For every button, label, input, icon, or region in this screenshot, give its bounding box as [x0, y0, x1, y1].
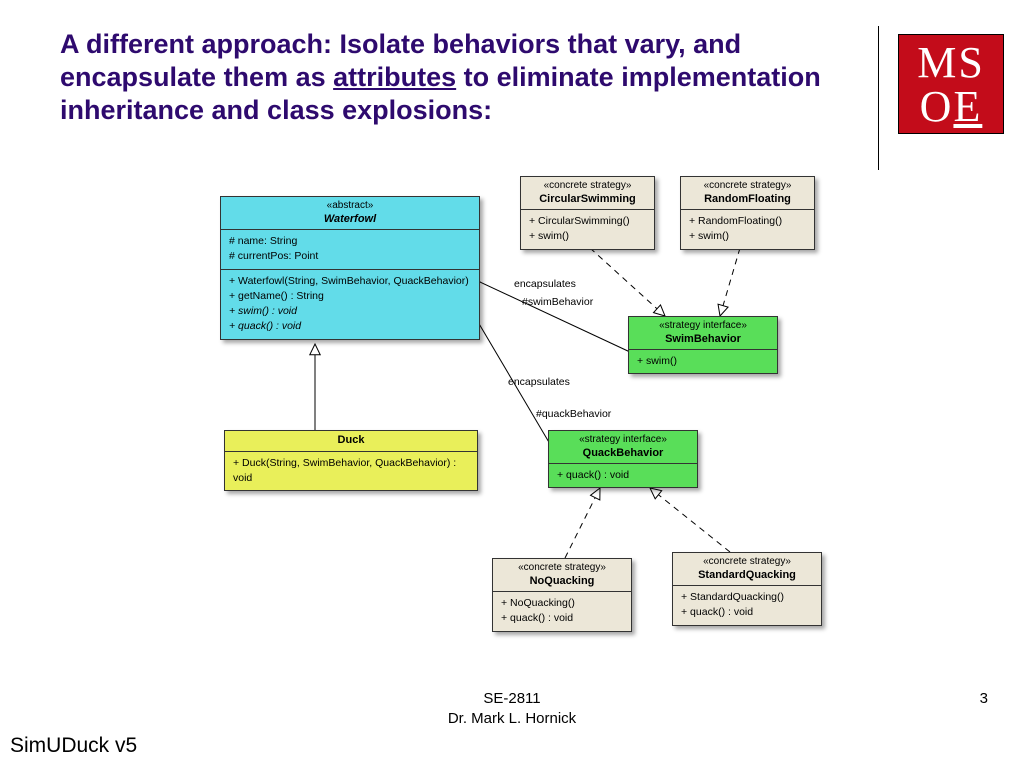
- footer-course: SE-2811: [0, 690, 1024, 707]
- class-duck: Duck+ Duck(String, SwimBehavior, QuackBe…: [224, 430, 478, 491]
- connector-label: encapsulates: [508, 376, 570, 388]
- class-noQuacking: «concrete strategy»NoQuacking+ NoQuackin…: [492, 558, 632, 632]
- class-waterfowl: «abstract»Waterfowl# name: String# curre…: [220, 196, 480, 340]
- connector-label: encapsulates: [514, 278, 576, 290]
- class-circularSwimming: «concrete strategy»CircularSwimming+ Cir…: [520, 176, 655, 250]
- connector-label: #swimBehavior: [522, 296, 593, 308]
- footer-author: Dr. Mark L. Hornick: [0, 710, 1024, 727]
- page-number: 3: [980, 690, 988, 707]
- class-randomFloating: «concrete strategy»RandomFloating+ Rando…: [680, 176, 815, 250]
- uml-diagram: «abstract»Waterfowl# name: String# curre…: [0, 0, 1024, 768]
- class-swimBehavior: «strategy interface»SwimBehavior+ swim(): [628, 316, 778, 374]
- version-label: SimUDuck v5: [10, 734, 137, 758]
- class-standardQuacking: «concrete strategy»StandardQuacking+ Sta…: [672, 552, 822, 626]
- connector-label: #quackBehavior: [536, 408, 611, 420]
- class-quackBehavior: «strategy interface»QuackBehavior+ quack…: [548, 430, 698, 488]
